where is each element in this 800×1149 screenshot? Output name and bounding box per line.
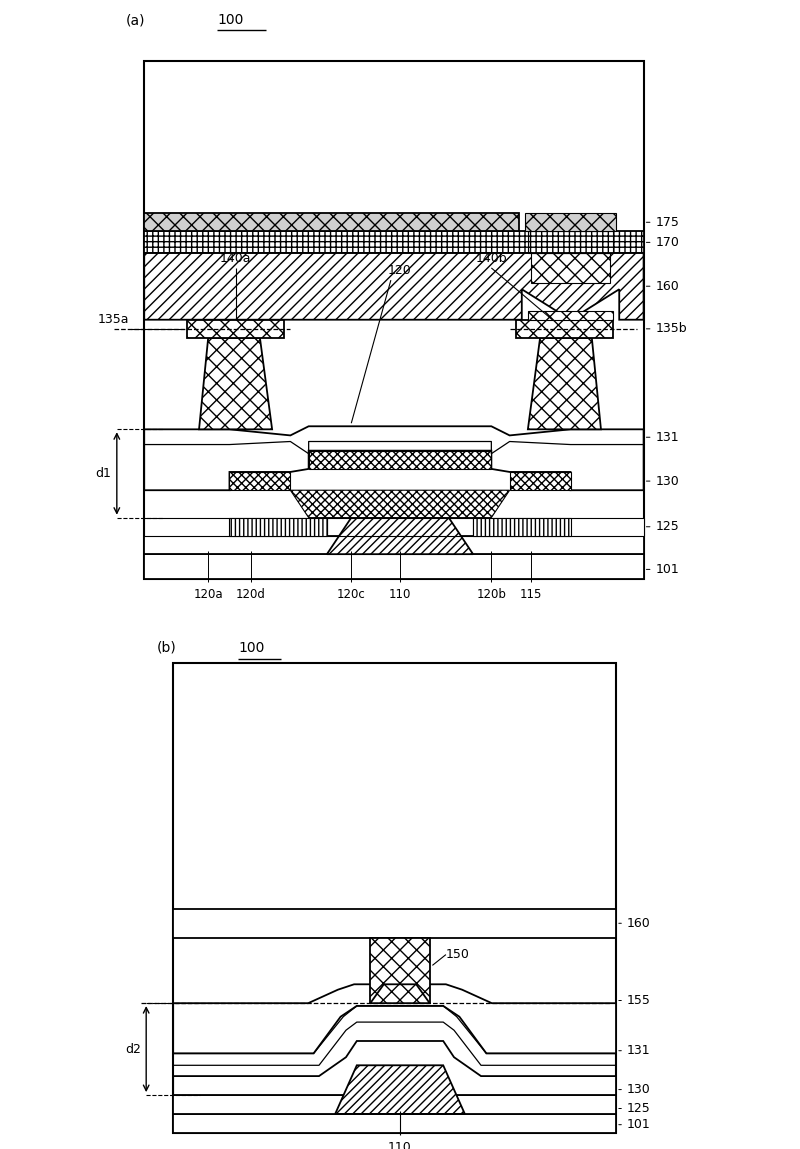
Bar xyxy=(144,61,643,579)
Polygon shape xyxy=(370,985,430,1003)
Bar xyxy=(173,663,616,1133)
Polygon shape xyxy=(144,253,643,319)
Text: 120d: 120d xyxy=(236,587,266,601)
Text: 120a: 120a xyxy=(194,587,223,601)
Text: 160: 160 xyxy=(656,279,679,293)
Text: 135b: 135b xyxy=(656,323,687,336)
Text: 155: 155 xyxy=(627,994,650,1007)
Text: 175: 175 xyxy=(656,216,680,229)
Polygon shape xyxy=(290,491,510,517)
Polygon shape xyxy=(473,517,570,535)
Text: 101: 101 xyxy=(656,563,679,576)
Polygon shape xyxy=(510,472,570,491)
Polygon shape xyxy=(528,231,613,253)
Text: 140b: 140b xyxy=(475,252,507,265)
Polygon shape xyxy=(531,253,610,283)
Text: 150: 150 xyxy=(446,948,470,961)
Bar xyxy=(187,319,284,338)
Polygon shape xyxy=(525,214,616,231)
Polygon shape xyxy=(173,1041,616,1095)
Polygon shape xyxy=(144,231,643,253)
Text: 140a: 140a xyxy=(220,252,251,265)
Text: 120c: 120c xyxy=(337,587,366,601)
Polygon shape xyxy=(370,939,430,1003)
Polygon shape xyxy=(173,985,616,1054)
Text: 170: 170 xyxy=(656,236,680,249)
Text: 130: 130 xyxy=(627,1084,650,1096)
Bar xyxy=(516,319,613,338)
Bar xyxy=(528,310,613,319)
Text: 160: 160 xyxy=(627,917,650,930)
Text: 110: 110 xyxy=(388,1141,412,1149)
Polygon shape xyxy=(144,214,518,231)
Text: 130: 130 xyxy=(656,475,679,487)
Text: 100: 100 xyxy=(238,641,264,655)
Polygon shape xyxy=(528,338,601,430)
Text: 120: 120 xyxy=(388,264,412,277)
Polygon shape xyxy=(144,426,643,491)
Text: 125: 125 xyxy=(627,1102,650,1115)
Polygon shape xyxy=(230,517,327,535)
Text: 131: 131 xyxy=(627,1044,650,1057)
Text: 135a: 135a xyxy=(98,313,129,326)
Text: (b): (b) xyxy=(157,641,177,655)
Bar xyxy=(173,1095,616,1113)
Text: 131: 131 xyxy=(656,431,679,444)
Polygon shape xyxy=(327,517,473,554)
Polygon shape xyxy=(173,909,616,939)
Text: d2: d2 xyxy=(125,1042,141,1056)
Text: 100: 100 xyxy=(218,14,244,28)
Bar xyxy=(473,517,643,535)
Polygon shape xyxy=(335,1065,465,1113)
Text: (a): (a) xyxy=(126,14,146,28)
Text: 101: 101 xyxy=(627,1118,650,1132)
Bar xyxy=(144,554,643,579)
Polygon shape xyxy=(309,450,491,469)
Polygon shape xyxy=(199,338,272,430)
Polygon shape xyxy=(230,472,290,491)
Text: 120b: 120b xyxy=(477,587,506,601)
Bar xyxy=(173,1113,616,1133)
Text: 125: 125 xyxy=(656,520,679,533)
Bar xyxy=(144,535,643,554)
Text: d1: d1 xyxy=(95,466,110,480)
Text: 115: 115 xyxy=(520,587,542,601)
Text: 110: 110 xyxy=(389,587,411,601)
Bar xyxy=(144,517,327,535)
